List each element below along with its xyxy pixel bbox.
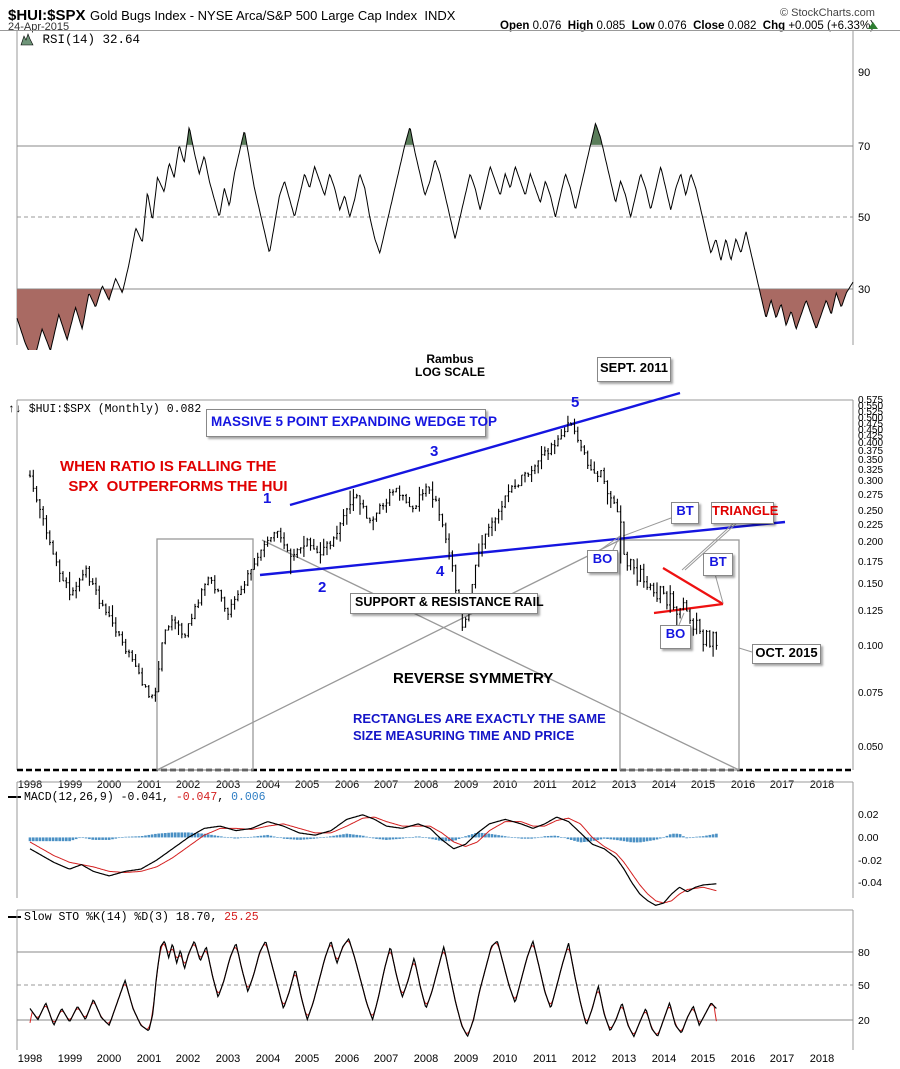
svg-text:2016: 2016	[731, 1053, 755, 1065]
svg-text:2005: 2005	[295, 1053, 319, 1065]
svg-text:2012: 2012	[572, 1053, 596, 1065]
svg-text:2010: 2010	[493, 1053, 517, 1065]
svg-text:2008: 2008	[414, 1053, 438, 1065]
svg-text:2011: 2011	[533, 1053, 557, 1065]
svg-text:2015: 2015	[691, 1053, 715, 1065]
svg-text:2018: 2018	[810, 1053, 834, 1065]
svg-text:2000: 2000	[97, 1053, 121, 1065]
svg-text:1998: 1998	[18, 1053, 42, 1065]
svg-text:2003: 2003	[216, 1053, 240, 1065]
svg-text:1999: 1999	[58, 1053, 82, 1065]
svg-text:2017: 2017	[770, 1053, 794, 1065]
svg-text:2007: 2007	[374, 1053, 398, 1065]
svg-text:2001: 2001	[137, 1053, 161, 1065]
svg-text:2009: 2009	[454, 1053, 478, 1065]
svg-text:2004: 2004	[256, 1053, 280, 1065]
svg-text:2006: 2006	[335, 1053, 359, 1065]
svg-text:2014: 2014	[652, 1053, 676, 1065]
svg-text:2002: 2002	[176, 1053, 200, 1065]
svg-text:2013: 2013	[612, 1053, 636, 1065]
